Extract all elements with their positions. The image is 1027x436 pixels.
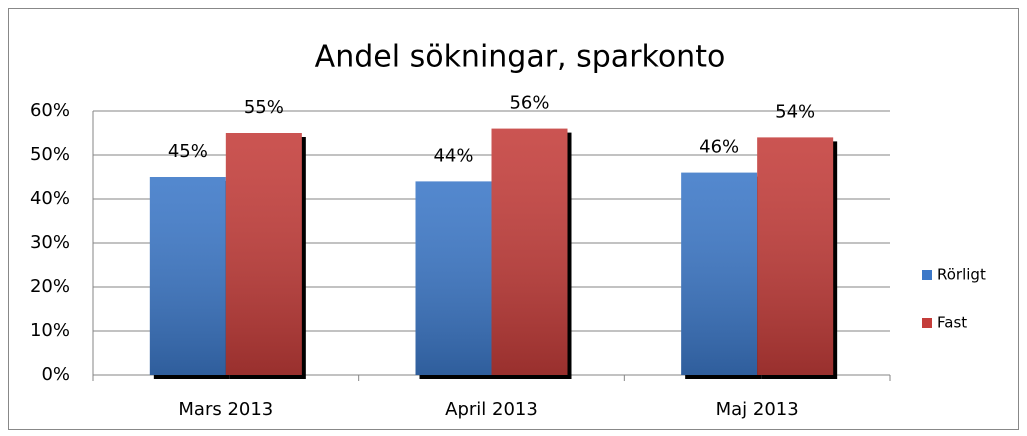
y-tick-label: 60% xyxy=(30,100,70,121)
y-tick-label: 0% xyxy=(41,364,70,385)
bar-shade xyxy=(415,181,492,375)
x-tick-label: Mars 2013 xyxy=(178,399,273,420)
y-tick-label: 20% xyxy=(30,276,70,297)
bar-shade xyxy=(757,137,834,375)
value-label: 55% xyxy=(244,97,284,118)
y-tick-label: 10% xyxy=(30,320,70,341)
legend-text: Rörligt xyxy=(937,266,986,284)
x-tick-label: Maj 2013 xyxy=(716,399,799,420)
chart-title: Andel sökningar, sparkonto xyxy=(315,40,726,75)
bar-shade xyxy=(681,172,758,375)
y-tick-label: 40% xyxy=(30,188,70,209)
legend-swatch xyxy=(922,318,932,328)
value-label: 46% xyxy=(699,137,739,158)
y-tick-label: 50% xyxy=(30,144,70,165)
value-label: 45% xyxy=(168,141,208,162)
x-tick-label: April 2013 xyxy=(445,399,538,420)
legend-text: Fast xyxy=(937,314,967,332)
value-label: 54% xyxy=(775,101,815,122)
legend-swatch xyxy=(922,270,932,280)
bar-shade xyxy=(491,128,568,375)
value-label: 44% xyxy=(433,145,473,166)
value-label: 56% xyxy=(509,93,549,114)
y-tick-label: 30% xyxy=(30,232,70,253)
bar-shade xyxy=(149,177,226,375)
bar-shade xyxy=(225,133,302,375)
